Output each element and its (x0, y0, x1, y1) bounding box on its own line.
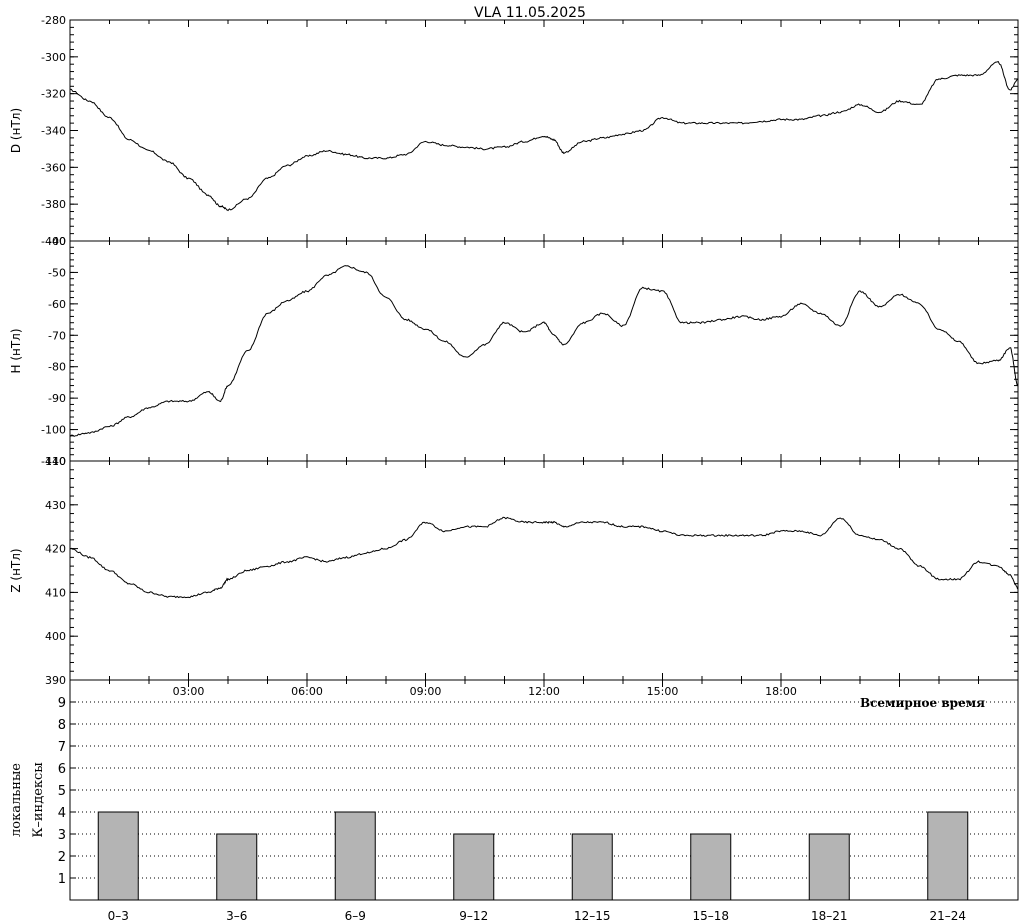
category-label: 3–6 (226, 909, 247, 921)
y-tick-label: 5 (58, 784, 66, 799)
k-index-bar (571, 833, 613, 901)
y-tick-label: 390 (45, 674, 66, 687)
y-tick-label: 400 (45, 630, 66, 643)
y-axis-label: D (нТл) (9, 108, 23, 153)
x-tick-label: 06:00 (291, 685, 323, 698)
y-tick-label: 4 (58, 806, 66, 821)
y-tick-label: 9 (58, 696, 66, 711)
x-tick-label: 09:00 (410, 685, 442, 698)
category-label: 6–9 (345, 909, 366, 921)
k-index-bar (97, 811, 139, 901)
y-tick-label: 6 (58, 762, 66, 777)
y-tick-label: 7 (58, 740, 66, 755)
k-index-bar (927, 811, 969, 901)
y-tick-label: -280 (41, 14, 66, 27)
y-tick-label: -380 (41, 198, 66, 211)
y-tick-label: 420 (45, 543, 66, 556)
y-tick-label: 410 (45, 586, 66, 599)
y-axis-label: К–индексы (31, 762, 46, 837)
y-tick-label: -40 (48, 235, 66, 248)
y-tick-label: -80 (48, 361, 66, 374)
category-label: 12–15 (574, 909, 611, 921)
panel-4: 1 2 3 4 5 6 7 8 9 локальные К–индексы 0–3 3–6 6–9 9–12… (9, 679, 1019, 921)
x-tick-label: 18:00 (765, 685, 797, 698)
category-label: 18–21 (811, 909, 848, 921)
y-axis-label: H (нТл) (9, 328, 23, 373)
y-tick-label: 440 (45, 455, 66, 468)
panel-frame (69, 19, 1019, 242)
y-tick-label: -60 (48, 298, 66, 311)
y-tick-label: 3 (58, 828, 66, 843)
y-tick-label: -340 (41, 125, 66, 138)
y-tick-label: -50 (48, 266, 66, 279)
series-line (69, 265, 1018, 437)
y-tick-label: 1 (58, 872, 66, 887)
y-tick-label: -110 (41, 455, 66, 468)
y-axis-label: локальные (9, 763, 24, 837)
y-tick-label: 8 (58, 718, 66, 733)
y-tick-label: -400 (41, 235, 66, 248)
y-tick-label: -100 (41, 424, 66, 437)
k-index-bar (808, 833, 850, 901)
x-tick-label: 03:00 (173, 685, 205, 698)
category-label: 0–3 (108, 909, 129, 921)
k-index-bar (453, 833, 495, 901)
series-line (69, 61, 1019, 212)
y-tick-label: -300 (41, 51, 66, 64)
y-tick-label: -320 (41, 88, 66, 101)
category-label: 9–12 (459, 909, 488, 921)
y-tick-label: -90 (48, 392, 66, 405)
y-tick-label: 2 (58, 850, 66, 865)
x-tick-label: 12:00 (528, 685, 560, 698)
series-line (69, 516, 1019, 599)
y-tick-label: -360 (41, 161, 66, 174)
x-tick-label: 15:00 (647, 685, 679, 698)
k-index-bar (216, 833, 258, 901)
panel-2: -110 -100 -90 -80 -70 -60 -50 -40 H (нТл) (9, 235, 1019, 468)
panel-frame (69, 679, 1019, 901)
panel-1: -400 -380 -360 -340 -320 -300 -280 D (нТл) (9, 14, 1019, 248)
panel-3: 390 400 410 420 430 440 Z (нТл) 03:00 06:00 09:00… (9, 455, 1019, 698)
panel-frame (69, 240, 1019, 462)
y-axis-label: Z (нТл) (9, 548, 23, 592)
panel-frame (69, 460, 1019, 681)
k-index-bar (690, 833, 732, 901)
chart-title: VLA 11.05.2025 (474, 5, 586, 21)
y-tick-label: -70 (48, 329, 66, 342)
category-label: 15–18 (692, 909, 729, 921)
y-tick-label: 430 (45, 499, 66, 512)
x-axis-label: Всемирное время (860, 696, 985, 710)
category-label: 21–24 (929, 909, 966, 921)
k-index-bar (334, 811, 376, 901)
